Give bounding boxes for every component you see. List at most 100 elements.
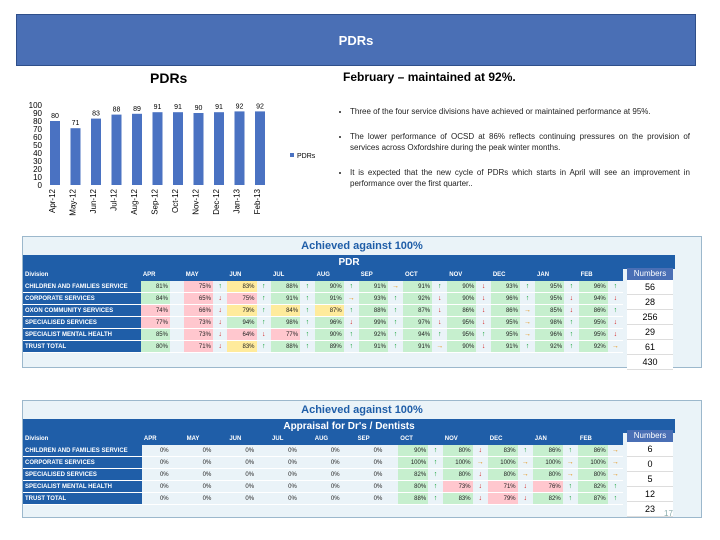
arrow-up-icon: ↑: [256, 304, 271, 317]
value-cell: 0%: [355, 445, 385, 457]
value-cell: 100%: [398, 456, 429, 469]
column-header: Division: [23, 269, 141, 281]
table-header-row: Division APR MAY JUN JUL AUG SEP OCT NOV DEC JAN FE…: [23, 433, 623, 445]
data-label: 92: [236, 103, 244, 110]
empty-cell: [169, 304, 184, 317]
arrow-right-icon: →: [607, 340, 623, 353]
value-cell: 0%: [184, 445, 214, 457]
table-row: CHILDREN AND FAMILIES SERVICE 81% 75% ↑ 83% ↑…: [23, 281, 623, 293]
column-header: NOV: [442, 433, 488, 445]
value-cell: 86%: [578, 304, 608, 317]
x-tick-label: Feb-13: [253, 188, 262, 214]
table-row: OXON COMMUNITY SERVICES 74% 66% ↓ 79% ↑ 84% ↑ 87…: [23, 304, 623, 317]
value-cell: 93%: [490, 281, 520, 293]
value-cell: 87%: [403, 304, 433, 317]
value-cell: 91%: [403, 281, 433, 293]
value-cell: 84%: [140, 292, 170, 305]
division-cell: SPECIALISED SERVICES: [23, 316, 141, 329]
value-cell: 77%: [140, 316, 170, 329]
value-cell: 73%: [183, 316, 213, 329]
value-cell: 90%: [398, 445, 429, 457]
arrow-up-icon: ↑: [343, 328, 359, 341]
value-cell: 73%: [442, 480, 473, 493]
data-label: 91: [215, 104, 223, 111]
arrow-right-icon: →: [387, 281, 404, 293]
arrow-up-icon: ↑: [212, 281, 228, 293]
value-cell: 71%: [487, 480, 518, 493]
value-cell: 82%: [577, 480, 608, 493]
arrow-up-icon: ↑: [387, 304, 404, 317]
value-cell: 0%: [141, 468, 171, 481]
value-cell: 80%: [398, 480, 429, 493]
arrow-up-icon: ↑: [256, 340, 271, 353]
empty-cell: [213, 445, 228, 457]
arrow-down-icon: ↓: [472, 492, 488, 505]
pdr-numbers: Numbers 56 28 256 29 61 430: [627, 268, 673, 370]
x-tick-label: Apr-12: [48, 188, 57, 213]
value-cell: 0%: [141, 456, 171, 469]
empty-cell: [341, 445, 356, 457]
empty-cell: [384, 492, 399, 505]
empty-cell: [341, 468, 356, 481]
arrow-down-icon: ↓: [212, 328, 228, 341]
value-cell: 0%: [312, 468, 342, 481]
value-cell: 0%: [270, 492, 299, 505]
value-cell: 100%: [577, 456, 608, 469]
x-tick-label: Jan-13: [233, 188, 242, 213]
arrow-down-icon: ↓: [212, 292, 228, 305]
value-cell: 93%: [358, 292, 388, 305]
arrow-up-icon: ↑: [428, 480, 443, 493]
chart-subtitle: February – maintained at 92%.: [343, 70, 516, 84]
empty-cell: [169, 328, 184, 341]
arrow-down-icon: ↓: [472, 480, 488, 493]
arrow-down-icon: ↓: [432, 304, 448, 317]
value-cell: 84%: [270, 304, 301, 317]
arrow-right-icon: →: [607, 445, 623, 457]
value-cell: 91%: [314, 292, 344, 305]
value-cell: 86%: [490, 304, 520, 317]
value-cell: 89%: [314, 340, 344, 353]
arrow-down-icon: ↓: [607, 292, 623, 305]
empty-cell: [256, 492, 271, 505]
data-label: 91: [174, 104, 182, 111]
arrow-up-icon: ↑: [256, 316, 271, 329]
empty-cell: [169, 316, 184, 329]
value-cell: 75%: [183, 281, 213, 293]
appraisal-table: Division APR MAY JUN JUL AUG SEP OCT NOV DEC JAN FE…: [23, 433, 623, 505]
column-header: OCT: [398, 433, 443, 445]
value-cell: 98%: [270, 316, 301, 329]
empty-cell: [384, 456, 399, 469]
appraisal-numbers: Numbers 6 0 5 12 23: [627, 430, 673, 517]
x-tick-label: Dec-12: [212, 188, 221, 214]
arrow-right-icon: →: [519, 328, 536, 341]
numbers-header: Numbers: [627, 268, 673, 280]
value-cell: 83%: [227, 340, 257, 353]
x-tick-label: Sep-12: [151, 188, 160, 214]
value-cell: 74%: [140, 304, 170, 317]
legend-swatch: [290, 153, 294, 157]
arrow-down-icon: ↓: [517, 480, 533, 493]
arrow-up-icon: ↑: [432, 281, 448, 293]
bullet-item: It is expected that the new cycle of PDR…: [350, 167, 690, 189]
bar: [152, 112, 163, 185]
arrow-up-icon: ↑: [432, 328, 448, 341]
column-header: FEB: [578, 269, 623, 281]
arrow-right-icon: →: [519, 304, 536, 317]
value-cell: 83%: [487, 445, 518, 457]
column-header: OCT: [403, 269, 448, 281]
y-tick-label: 40: [33, 149, 42, 158]
empty-cell: [298, 468, 313, 481]
empty-cell: [170, 468, 185, 481]
value-cell: 90%: [447, 340, 477, 353]
arrow-down-icon: ↓: [564, 292, 579, 305]
column-header: AUG: [312, 433, 356, 445]
column-header: JUL: [270, 269, 315, 281]
table-header-row: Division APR MAY JUN JUL AUG SEP OCT NOV DEC JAN FE…: [23, 269, 623, 281]
empty-cell: [341, 480, 356, 493]
empty-cell: [213, 480, 228, 493]
arrow-up-icon: ↑: [300, 316, 315, 329]
division-cell: SPECIALISED SERVICES: [23, 468, 142, 481]
value-cell: 80%: [442, 445, 473, 457]
table-subheading: PDR: [23, 255, 675, 269]
arrow-down-icon: ↓: [212, 340, 228, 353]
